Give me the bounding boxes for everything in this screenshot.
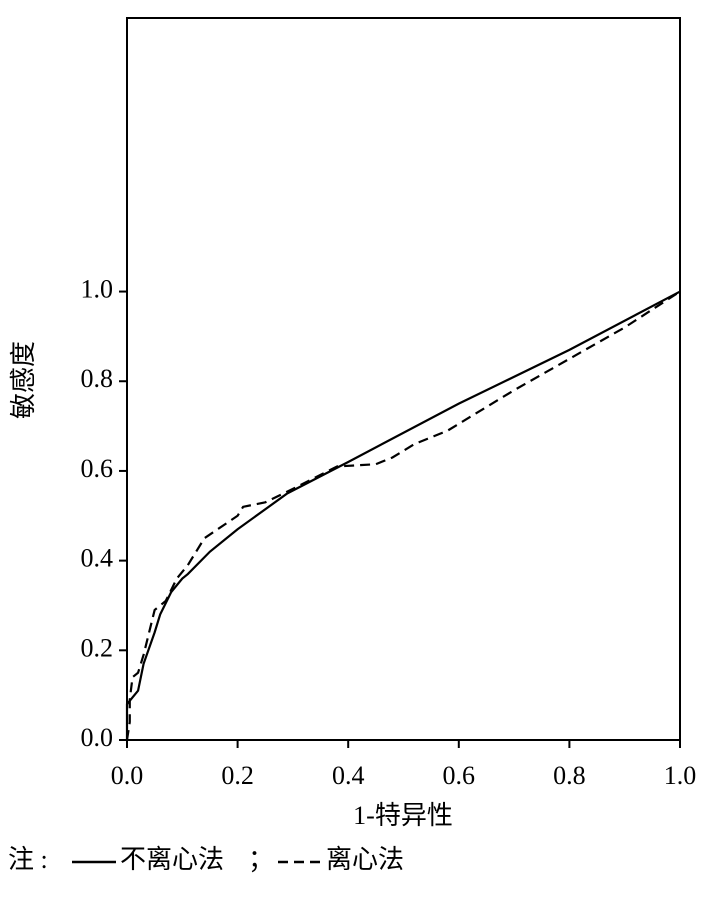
series-line: [125, 290, 681, 741]
y-tick-label: 0.4: [81, 544, 114, 573]
y-tick-label: 0.0: [81, 723, 114, 752]
x-tick-label: 0.6: [443, 761, 476, 790]
y-tick-label: 1.0: [81, 275, 114, 304]
x-tick-label: 0.8: [553, 761, 586, 790]
x-tick-label: 0.4: [332, 761, 365, 790]
y-tick-label: 0.2: [81, 633, 114, 662]
x-tick-label: 0.0: [111, 761, 144, 790]
series-line: [125, 290, 681, 740]
legend-separator: ；: [248, 845, 274, 874]
legend-label: 不离心法: [120, 845, 224, 874]
x-axis-label: 1-特异性: [353, 801, 453, 830]
plot-frame: [126, 17, 681, 741]
y-axis-label: 敏感度: [9, 341, 38, 419]
x-tick-label: 0.2: [221, 761, 254, 790]
y-tick-label: 0.8: [81, 364, 114, 393]
y-tick-label: 0.6: [81, 454, 114, 483]
legend-label: 离心法: [326, 845, 404, 874]
legend-note: 注 :: [8, 845, 48, 874]
x-tick-label: 1.0: [664, 761, 697, 790]
